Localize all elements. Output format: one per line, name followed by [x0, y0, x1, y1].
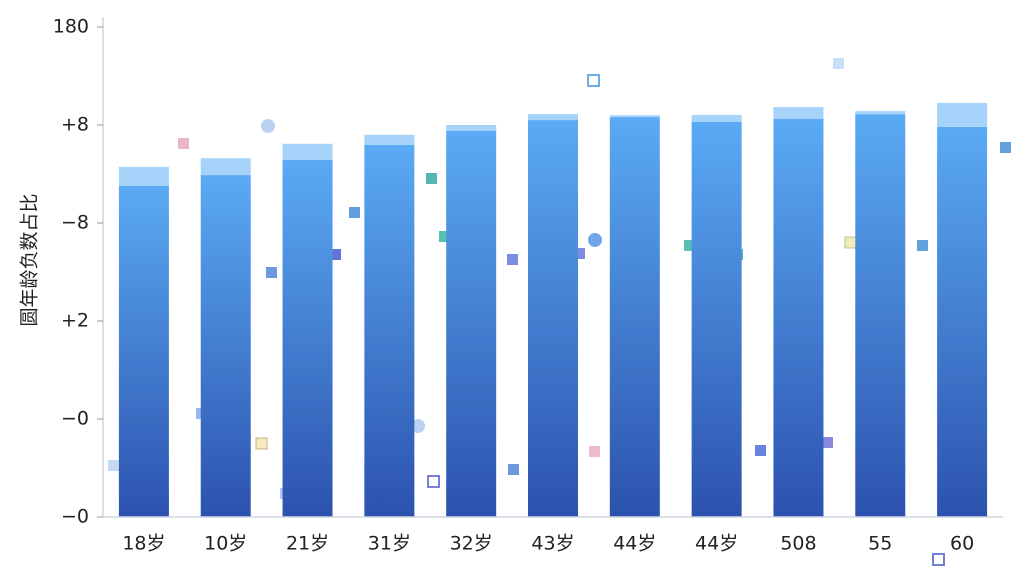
bar — [691, 122, 742, 517]
bar — [118, 185, 169, 517]
bar — [364, 144, 415, 517]
y-axis-label: 圆年龄负数占比 — [19, 193, 41, 326]
x-tick-label: 18岁 — [122, 533, 165, 555]
bar — [446, 125, 497, 131]
bar — [118, 166, 169, 186]
bar — [528, 114, 578, 121]
bar — [282, 143, 333, 160]
y-tick-label: +2 — [61, 310, 89, 332]
x-tick-label: 44岁 — [695, 533, 738, 555]
x-tick-label: 10岁 — [204, 533, 247, 555]
y-tick-label: −8 — [61, 212, 89, 234]
bar — [855, 114, 906, 517]
bar — [200, 158, 251, 176]
bar — [200, 175, 251, 518]
bar — [937, 102, 988, 127]
y-tick-label: +8 — [61, 114, 89, 136]
y-tick-label: −0 — [61, 506, 89, 528]
bar — [773, 107, 824, 120]
x-tick-label: 60 — [950, 533, 974, 555]
bar — [364, 134, 415, 145]
x-tick-label: 31岁 — [368, 533, 411, 555]
bar — [282, 159, 333, 517]
confetti — [108, 58, 1011, 566]
x-tick-label: 44岁 — [613, 533, 656, 555]
x-tick-label: 43岁 — [531, 533, 574, 555]
bar — [773, 119, 824, 517]
bar — [691, 114, 742, 123]
y-tick-label: −0 — [61, 408, 89, 430]
bar — [855, 111, 906, 115]
bar — [609, 117, 660, 517]
x-tick-label: 55 — [868, 533, 892, 555]
bar — [609, 115, 660, 118]
x-tick-label: 32岁 — [450, 533, 493, 555]
x-tick-label: 21岁 — [286, 533, 329, 555]
bar — [446, 130, 497, 517]
y-tick-label: 180 — [53, 16, 89, 38]
bar — [937, 126, 988, 518]
bar — [528, 120, 578, 517]
x-tick-label: 508 — [780, 533, 816, 555]
